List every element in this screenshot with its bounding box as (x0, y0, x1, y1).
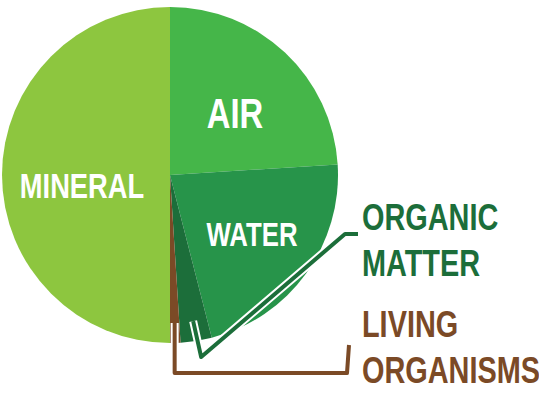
leader-line (175, 323, 349, 373)
chart: AIR WATER ORGANICMATTER LIVINGORGANISMS MINE… (0, 0, 539, 403)
slice (170, 175, 181, 343)
pie (2, 7, 338, 343)
slice (170, 175, 212, 343)
leader-line-outline (175, 323, 349, 373)
slice-label: LIVINGORGANISMS (362, 304, 539, 391)
slice-label: ORGANICMATTER (362, 197, 498, 284)
slice-label: MINERAL (20, 167, 144, 206)
slice (2, 7, 170, 343)
slice (170, 7, 338, 175)
slice-label: AIR (207, 90, 263, 137)
slice-label: WATER (207, 216, 298, 253)
